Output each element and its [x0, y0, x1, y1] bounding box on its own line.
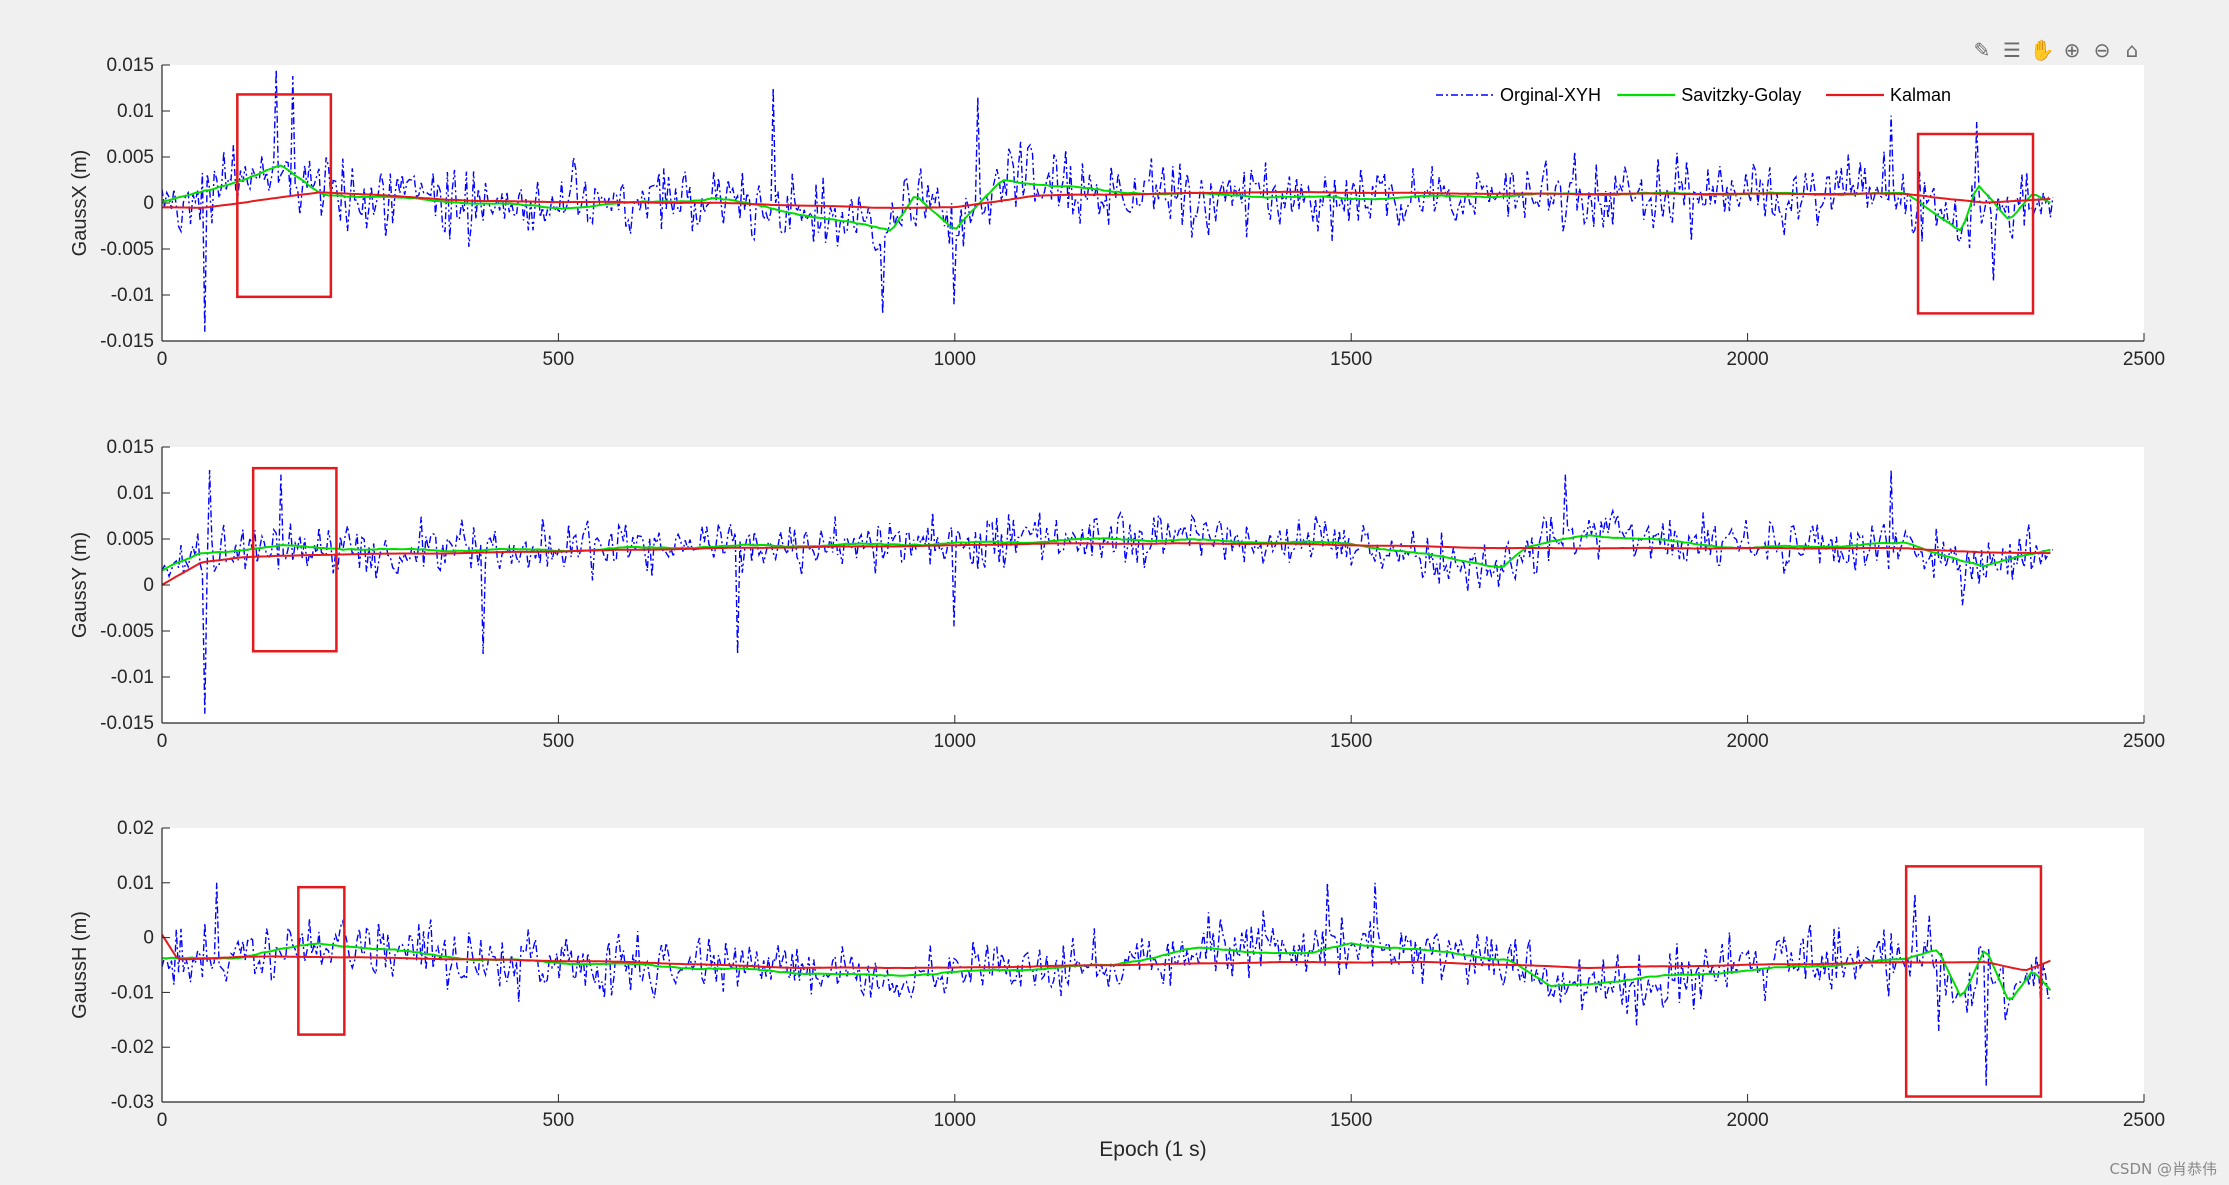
y-tick-label: 0	[143, 193, 154, 214]
series-line-kalman	[162, 934, 2051, 972]
y-tick-label: 0	[143, 928, 154, 949]
x-tick-label: 1500	[1330, 731, 1372, 752]
x-tick-label: 2000	[1726, 349, 1768, 370]
home-icon[interactable]: ⌂	[2125, 38, 2139, 62]
y-tick-label: -0.03	[111, 1092, 154, 1113]
legend-entry-label: Orginal-XYH	[1500, 85, 1601, 105]
x-axis-label: Epoch (1 s)	[1099, 1138, 1206, 1161]
series-line-kalman	[162, 190, 2051, 210]
y-tick-label: 0.005	[106, 147, 154, 168]
axes-toolbar: ✎ ☰ ✋ ⊕ ⊖ ⌂	[1969, 34, 2145, 66]
data-tips-icon[interactable]: ☰	[2003, 38, 2021, 62]
x-tick-label: 2500	[2123, 349, 2165, 370]
y-tick-label: -0.02	[111, 1037, 154, 1058]
highlight-rectangle	[1916, 132, 2035, 315]
y-tick-label: -0.015	[100, 713, 154, 734]
subplot-3: 0 500 1000 1500 2000 2500 -0.03 -0.02 -0.01 0 0.01…	[69, 818, 2165, 1161]
zoom-out-icon[interactable]: ⊖	[2093, 38, 2111, 62]
y-axis-label: GaussX (m)	[69, 150, 91, 257]
highlight-rectangle	[251, 466, 338, 653]
x-tick-label: 1000	[934, 1110, 976, 1131]
watermark: CSDN @肖恭伟	[2109, 1160, 2217, 1178]
series-line-kalman	[162, 542, 2051, 586]
y-tick-label: -0.01	[111, 667, 154, 688]
y-tick-label: -0.015	[100, 331, 154, 352]
y-tick-label: 0.015	[106, 437, 154, 458]
legend[interactable]: Orginal-XYH Savitzky-Golay Kalman	[1436, 85, 1951, 105]
x-tick-label: 2000	[1726, 1110, 1768, 1131]
plot-area	[162, 69, 2054, 332]
plot-area	[162, 469, 2054, 714]
y-tick-label: -0.005	[100, 239, 154, 260]
series-line-orginal-xyh	[162, 69, 2054, 332]
y-tick-label: 0.01	[117, 101, 154, 122]
y-tick-label: -0.01	[111, 285, 154, 306]
pan-hand-icon[interactable]: ✋	[2029, 38, 2055, 62]
series-line-orginal-xyh	[162, 469, 2054, 714]
subplot-1: 0 500 1000 1500 2000 2500 -0.015 -0.01 -0.005 0 0.…	[69, 55, 2165, 370]
highlight-rectangle	[236, 93, 333, 299]
x-tick-label: 0	[157, 731, 168, 752]
x-tick-label: 1500	[1330, 349, 1372, 370]
legend-entry-label: Savitzky-Golay	[1681, 85, 1801, 105]
x-tick-label: 0	[157, 349, 168, 370]
plot-area	[162, 882, 2053, 1086]
y-tick-label: 0.005	[106, 529, 154, 550]
y-axis-label: GaussY (m)	[69, 532, 91, 638]
x-tick-label: 500	[543, 731, 575, 752]
x-tick-label: 1000	[934, 349, 976, 370]
x-tick-label: 500	[543, 349, 575, 370]
subplot-2: 0 500 1000 1500 2000 2500 -0.015 -0.01 -0.005 0 0.…	[69, 437, 2165, 752]
highlight-rectangle	[1904, 865, 2043, 1098]
y-tick-label: 0.02	[117, 818, 154, 839]
zoom-in-icon[interactable]: ⊕	[2063, 38, 2081, 62]
x-tick-label: 0	[157, 1110, 168, 1131]
y-axis-label: GaussH (m)	[69, 911, 91, 1019]
y-tick-label: 0.01	[117, 873, 154, 894]
x-tick-label: 1500	[1330, 1110, 1372, 1131]
y-tick-label: 0	[143, 575, 154, 596]
x-tick-label: 2000	[1726, 731, 1768, 752]
x-tick-label: 1000	[934, 731, 976, 752]
series-line-orginal-xyh	[162, 882, 2053, 1086]
legend-entry-label: Kalman	[1890, 85, 1951, 105]
y-tick-label: 0.015	[106, 55, 154, 76]
highlight-rectangle	[297, 885, 346, 1036]
x-tick-label: 2500	[2123, 1110, 2165, 1131]
axes-background	[162, 447, 2144, 723]
y-tick-label: -0.01	[111, 982, 154, 1003]
brush-icon[interactable]: ✎	[1973, 38, 1991, 62]
x-tick-label: 2500	[2123, 731, 2165, 752]
x-tick-label: 500	[543, 1110, 575, 1131]
y-tick-label: 0.01	[117, 483, 154, 504]
y-tick-label: -0.005	[100, 621, 154, 642]
